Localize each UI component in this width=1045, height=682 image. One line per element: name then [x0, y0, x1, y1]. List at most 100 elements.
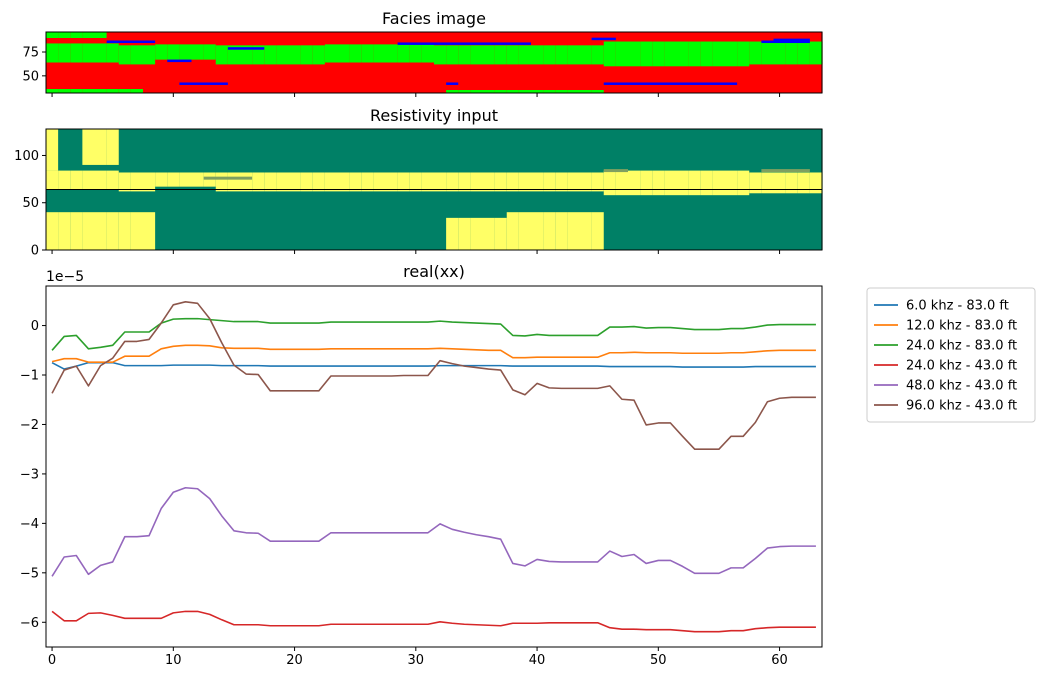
legend-label: 6.0 khz - 83.0 ft [906, 299, 1009, 314]
facies-cell [458, 45, 471, 65]
resistivity-cell [494, 172, 508, 192]
resistivity-cell [543, 172, 556, 192]
resistivity-cell [373, 172, 387, 192]
facies-thin-layer [179, 82, 228, 85]
resistivity-cell [58, 170, 71, 190]
facies-cell [240, 45, 253, 65]
facies-cell [82, 89, 96, 93]
resistivity-cell [46, 212, 59, 250]
facies-cell [58, 32, 71, 38]
facies-cell [106, 43, 120, 63]
resistivity-cell [482, 217, 496, 250]
x-tick-label: 30 [408, 653, 425, 668]
resistivity-cell [179, 172, 193, 187]
facies-cell [470, 90, 484, 93]
facies-cell [118, 89, 132, 93]
resistivity-cell [470, 217, 484, 250]
facies-cell [543, 45, 556, 65]
facies-cell [712, 41, 726, 67]
offset-text: 1e−5 [46, 269, 84, 285]
facies-cell [94, 89, 108, 93]
resistivity-cell [518, 212, 532, 250]
resistivity-cell [82, 212, 96, 250]
resistivity-cell [409, 172, 423, 192]
facies-cell [773, 41, 787, 65]
facies-cell [421, 44, 435, 63]
facies-cell [264, 45, 277, 65]
resistivity-cell [143, 212, 156, 250]
resistivity-cell [337, 172, 350, 192]
resistivity-cell [94, 170, 108, 190]
resistivity-cell [349, 172, 362, 192]
facies-cell [579, 45, 593, 65]
resistivity-cell [785, 172, 799, 194]
resistivity-thin-layer [603, 169, 628, 173]
facies-cell [567, 45, 581, 65]
facies-cell [615, 41, 629, 67]
resistivity-image [46, 129, 823, 250]
legend-item: 96.0 khz - 43.0 ft [874, 399, 1017, 414]
facies-cell [324, 44, 338, 63]
facies-cell [58, 43, 71, 63]
series-line-2 [51, 344, 816, 363]
resistivity-cell [531, 212, 544, 250]
resistivity-cell [628, 170, 641, 196]
realxx-frame [45, 285, 823, 648]
facies-cell [482, 45, 496, 65]
facies-cell [46, 89, 59, 93]
facies-cell [155, 44, 168, 60]
facies-cell [579, 90, 593, 93]
facies-cell [143, 45, 156, 65]
resistivity-cell [155, 172, 168, 187]
y-tick-label: −3 [20, 467, 39, 482]
resistivity-cell [324, 172, 338, 192]
legend-item: 12.0 khz - 83.0 ft [874, 319, 1017, 334]
x-tick-label: 40 [529, 653, 546, 668]
facies-cell [373, 44, 387, 63]
facies-cell [227, 45, 241, 65]
resistivity-cell [106, 129, 120, 165]
facies-cell [531, 45, 544, 65]
resistivity-cell [506, 212, 520, 250]
facies-cell [94, 43, 108, 63]
resistivity-cell [70, 212, 83, 250]
facies-cell [676, 41, 690, 67]
resistivity-cell [640, 170, 653, 196]
facies-cell [482, 90, 496, 93]
resistivity-cell [143, 172, 156, 192]
facies-cell [809, 41, 823, 65]
resistivity-cell [688, 170, 702, 196]
resistivity-cell [506, 172, 520, 192]
resistivity-cell [215, 172, 229, 192]
facies-cell [688, 41, 702, 67]
resistivity-cell [737, 170, 750, 196]
resistivity-thin-layer [761, 169, 810, 173]
resistivity-cell [555, 172, 568, 192]
facies-cell [203, 44, 217, 60]
resistivity-panel: Resistivity input 0 50 100 [14, 106, 823, 259]
resistivity-cell [434, 172, 447, 192]
resistivity-cell [543, 212, 556, 250]
facies-frame [45, 31, 823, 94]
facies-thin-layer [397, 42, 531, 45]
facies-cell [191, 44, 205, 60]
resistivity-title: Resistivity input [370, 106, 498, 125]
facies-cell [276, 45, 290, 65]
facies-cell [543, 90, 556, 93]
resistivity-cell [603, 170, 617, 196]
resistivity-cell [252, 172, 265, 192]
facies-title: Facies image [382, 9, 486, 28]
resistivity-cell [773, 172, 787, 194]
facies-cell [70, 89, 83, 93]
resistivity-cell [579, 172, 593, 192]
resistivity-thin-layer [203, 176, 253, 180]
resistivity-cell [494, 217, 508, 250]
y-tick-label: 50 [22, 196, 39, 211]
facies-cell [179, 44, 193, 60]
resistivity-cell [615, 170, 629, 196]
facies-cell [288, 45, 302, 65]
facies-cell [337, 44, 350, 63]
facies-cell [70, 43, 83, 63]
resistivity-cell [725, 170, 738, 196]
